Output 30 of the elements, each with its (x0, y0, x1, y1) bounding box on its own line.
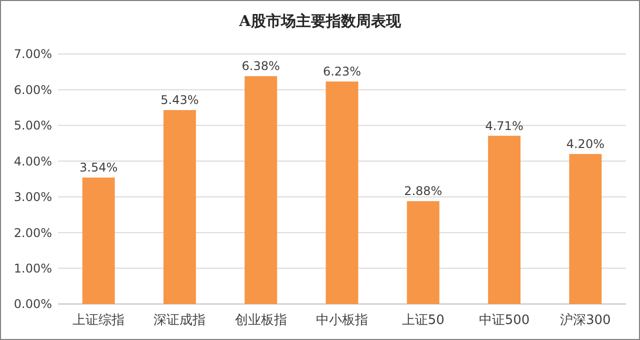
data-label: 6.23% (322, 64, 362, 78)
y-tick-label: 6.00% (14, 82, 52, 97)
y-tick-label: 2.00% (14, 226, 52, 240)
data-label: 3.54% (80, 160, 118, 175)
bar (163, 110, 196, 304)
chart-title: A股市场主要指数周表现 (238, 12, 402, 30)
y-tick-label: 0.00% (14, 297, 52, 312)
data-label: 4.71% (485, 118, 524, 133)
x-tick-label: 中小板指 (316, 313, 368, 328)
bar (569, 154, 602, 304)
y-tick-label: 1.00% (14, 261, 52, 276)
x-tick-label: 中证500 (478, 313, 530, 328)
x-tick-label: 创业板指 (234, 313, 287, 328)
bar (82, 178, 115, 304)
bar (244, 76, 278, 304)
data-label: 6.38% (242, 59, 280, 74)
y-tick-label: 5.00% (14, 118, 52, 133)
x-tick-label: 沪深300 (560, 312, 611, 328)
x-tick-label: 上证50 (402, 313, 444, 328)
x-tick-label: 上证综指 (72, 313, 125, 328)
y-tick-label: 3.00% (14, 190, 52, 204)
y-tick-label: 7.00% (14, 47, 52, 62)
x-tick-label: 深证成指 (154, 313, 206, 328)
data-label: 2.88% (404, 184, 442, 198)
data-label: 4.20% (566, 137, 604, 151)
y-tick-label: 4.00% (14, 154, 52, 168)
data-label: 5.43% (160, 93, 199, 108)
bar (326, 82, 358, 304)
bar (406, 201, 440, 304)
bar (488, 136, 521, 304)
